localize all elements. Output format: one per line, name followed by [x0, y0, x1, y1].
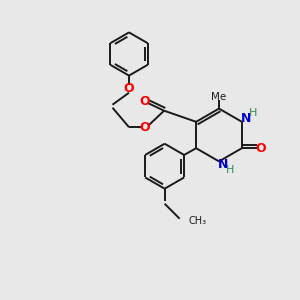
Text: N: N — [218, 158, 229, 171]
Text: O: O — [255, 142, 266, 155]
Text: CH₃: CH₃ — [189, 216, 207, 226]
Text: H: H — [226, 165, 235, 176]
Text: Me: Me — [212, 92, 226, 102]
Text: O: O — [139, 95, 150, 108]
Text: O: O — [139, 121, 150, 134]
Text: O: O — [124, 82, 134, 95]
Text: N: N — [241, 112, 252, 125]
Text: H: H — [249, 108, 257, 118]
